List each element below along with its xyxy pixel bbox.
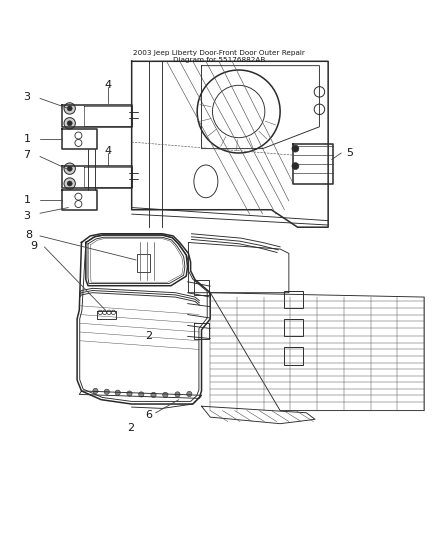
Text: 5: 5 bbox=[346, 148, 353, 158]
Circle shape bbox=[175, 392, 180, 397]
Bar bbox=[284, 290, 303, 308]
Bar bbox=[284, 319, 303, 336]
Circle shape bbox=[127, 391, 132, 396]
Text: 2: 2 bbox=[145, 332, 153, 341]
Bar bbox=[138, 254, 150, 272]
Text: 9: 9 bbox=[30, 240, 37, 251]
Circle shape bbox=[139, 392, 144, 397]
Text: 2: 2 bbox=[127, 423, 134, 433]
Circle shape bbox=[64, 178, 75, 189]
Circle shape bbox=[67, 181, 72, 186]
Circle shape bbox=[67, 121, 72, 126]
Text: 1: 1 bbox=[23, 195, 30, 205]
Text: 4: 4 bbox=[104, 80, 111, 90]
Text: 1: 1 bbox=[23, 134, 30, 143]
Circle shape bbox=[151, 392, 156, 398]
Text: 6: 6 bbox=[145, 410, 152, 420]
Text: 8: 8 bbox=[25, 230, 33, 240]
Text: 4: 4 bbox=[104, 146, 111, 156]
Circle shape bbox=[292, 163, 299, 169]
Circle shape bbox=[162, 392, 168, 398]
Circle shape bbox=[67, 106, 72, 111]
Text: 7: 7 bbox=[23, 150, 31, 160]
Circle shape bbox=[115, 390, 120, 395]
Circle shape bbox=[64, 163, 75, 174]
Text: 3: 3 bbox=[23, 92, 30, 102]
Bar bbox=[284, 348, 303, 365]
Text: 2003 Jeep Liberty Door-Front Door Outer Repair
Diagram for 55176882AB: 2003 Jeep Liberty Door-Front Door Outer … bbox=[133, 50, 305, 63]
Circle shape bbox=[64, 103, 75, 114]
Circle shape bbox=[104, 389, 110, 394]
Text: 3: 3 bbox=[23, 211, 30, 221]
Circle shape bbox=[292, 145, 299, 152]
Circle shape bbox=[64, 118, 75, 129]
Circle shape bbox=[187, 391, 192, 397]
Circle shape bbox=[93, 389, 98, 393]
Circle shape bbox=[67, 166, 72, 171]
